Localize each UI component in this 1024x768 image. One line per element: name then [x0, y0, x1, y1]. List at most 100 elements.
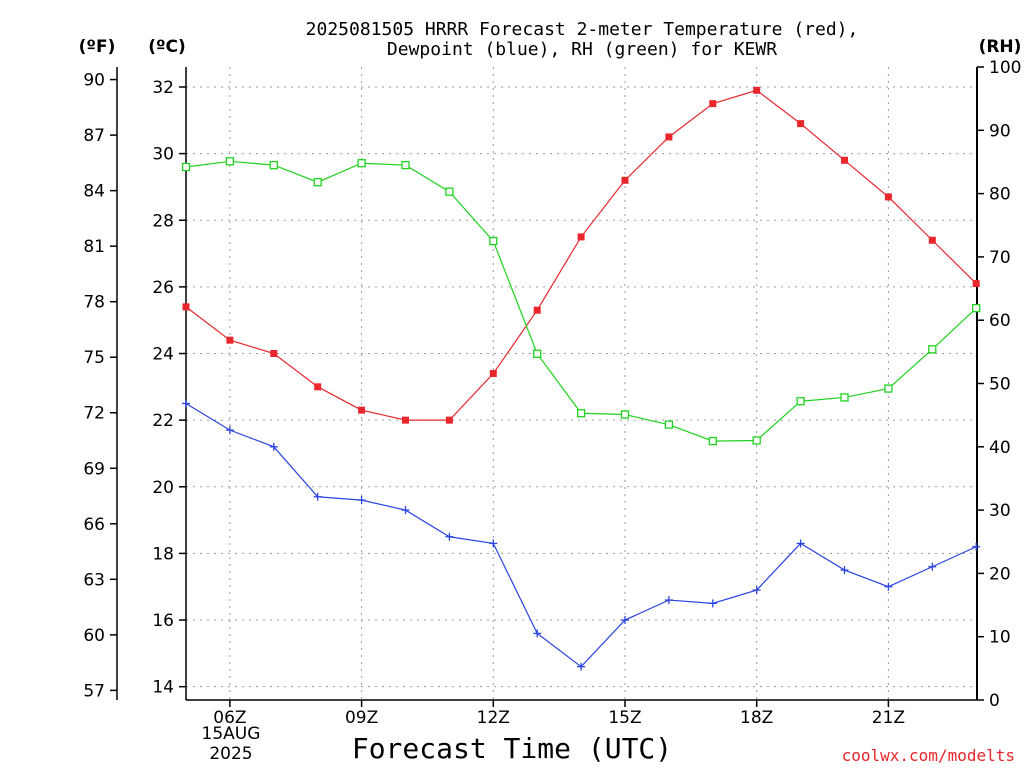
dewpoint-point	[928, 562, 937, 571]
dewpoint-point	[401, 506, 410, 515]
celsius-tick-label: 26	[152, 278, 174, 298]
axes	[110, 66, 984, 707]
x-tick-label: 21Z	[872, 708, 905, 728]
rh-point	[796, 397, 805, 406]
fahrenheit-tick-label: 72	[83, 404, 105, 424]
x-tick-label: 15Z	[608, 708, 641, 728]
rh-point	[313, 178, 322, 187]
fahrenheit-tick-label: 63	[83, 570, 105, 590]
rh-point	[708, 436, 717, 446]
temperature-line	[185, 89, 977, 421]
rh-point	[225, 157, 235, 166]
rh-point	[181, 162, 191, 172]
fahrenheit-tick-label: 60	[83, 626, 105, 646]
rh-point	[401, 160, 410, 170]
rh-tick-label: 80	[989, 185, 1011, 205]
dewpoint-point	[621, 616, 629, 625]
rh-point	[884, 384, 893, 393]
temperature-point	[797, 120, 805, 128]
temperature-point	[533, 306, 541, 314]
dewpoint-point	[796, 539, 805, 548]
celsius-tick-label: 16	[152, 611, 174, 631]
celsius-unit-label: (ºC)	[148, 37, 186, 57]
dewpoint-point	[313, 492, 322, 501]
temperature-point	[884, 193, 892, 201]
rh-point	[576, 409, 586, 418]
celsius-tick-label: 20	[152, 478, 174, 498]
rh-line	[185, 160, 977, 442]
temperature-point	[226, 336, 234, 344]
temperature-point	[270, 350, 278, 358]
rh-tick-label: 50	[989, 375, 1011, 395]
rh-tick-label: 30	[989, 501, 1011, 521]
dewpoint-point	[840, 566, 849, 575]
dewpoint-point	[489, 539, 498, 548]
rh-point	[357, 159, 366, 168]
dewpoint-point	[577, 662, 586, 671]
rh-tick-label: 100	[989, 58, 1021, 78]
celsius-tick-label: 22	[152, 411, 174, 431]
rh-point	[664, 420, 674, 429]
temperature-point	[972, 280, 980, 288]
grid-lines	[186, 67, 977, 700]
fahrenheit-tick-label: 84	[83, 182, 105, 202]
dewpoint-point	[752, 586, 761, 595]
fahrenheit-tick-label: 90	[83, 71, 105, 91]
dewpoint-point	[533, 629, 542, 638]
rh-tick-label: 60	[989, 311, 1011, 331]
rh-tick-label: 20	[989, 564, 1011, 584]
celsius-tick-label: 32	[152, 78, 174, 98]
rh-point	[840, 393, 849, 402]
fahrenheit-tick-label: 69	[83, 459, 105, 479]
dewpoint-point	[445, 532, 454, 541]
rh-point	[489, 236, 498, 246]
temperature-point	[841, 156, 848, 164]
celsius-tick-label: 18	[152, 544, 174, 564]
temperature-point	[621, 176, 629, 184]
dewpoint-point	[972, 542, 981, 551]
celsius-tick-label: 14	[152, 678, 174, 698]
dewpoint-point	[708, 599, 717, 608]
temperature-point	[314, 383, 322, 391]
temperature-point	[358, 406, 366, 414]
rh-point	[972, 304, 981, 313]
date-label-day: 15AUG	[202, 724, 261, 744]
chart-title-line2: Dewpoint (blue), RH (green) for KEWR	[387, 39, 777, 60]
dewpoint-point	[357, 496, 366, 505]
celsius-tick-label: 28	[152, 211, 174, 231]
rh-point	[269, 160, 278, 170]
dewpoint-point	[664, 596, 673, 605]
temperature-point	[709, 100, 717, 108]
temperature-point	[665, 133, 673, 141]
dewpoint-point	[269, 442, 278, 451]
temperature-point	[182, 303, 190, 311]
rh-point	[620, 410, 630, 419]
dewpoint-line	[185, 402, 977, 668]
fahrenheit-tick-label: 75	[83, 348, 105, 368]
credit-watermark: coolwx.com/modelts	[842, 746, 1015, 765]
rh-point	[928, 345, 937, 354]
fahrenheit-unit-label: (ºF)	[79, 37, 116, 57]
temperature-point	[928, 236, 936, 244]
tick-labels: 14 16 18 20 22 24 26 28 30 32 57 60 63 66 69 72 75 78 81 84…	[83, 58, 1021, 728]
celsius-tick-label: 30	[152, 145, 174, 165]
fahrenheit-tick-label: 87	[83, 126, 105, 146]
rh-tick-label: 40	[989, 438, 1011, 458]
date-label-year: 2025	[209, 744, 252, 764]
x-tick-label: 12Z	[477, 708, 510, 728]
celsius-tick-label: 24	[152, 345, 174, 365]
fahrenheit-tick-label: 57	[83, 681, 105, 701]
rh-tick-label: 10	[989, 628, 1011, 648]
dewpoint-point	[225, 426, 234, 435]
rh-tick-label: 90	[989, 121, 1011, 141]
x-tick-label: 06Z	[213, 708, 246, 728]
x-axis-title: Forecast Time (UTC)	[352, 732, 672, 765]
x-tick-label: 09Z	[345, 708, 378, 728]
temperature-point	[753, 86, 761, 94]
rh-tick-label: 70	[989, 248, 1011, 268]
temperature-point	[402, 416, 409, 424]
fahrenheit-tick-label: 78	[83, 293, 105, 313]
chart-title-line1: 2025081505 HRRR Forecast 2-meter Tempera…	[306, 19, 859, 40]
rh-unit-label: (RH)	[979, 37, 1022, 57]
